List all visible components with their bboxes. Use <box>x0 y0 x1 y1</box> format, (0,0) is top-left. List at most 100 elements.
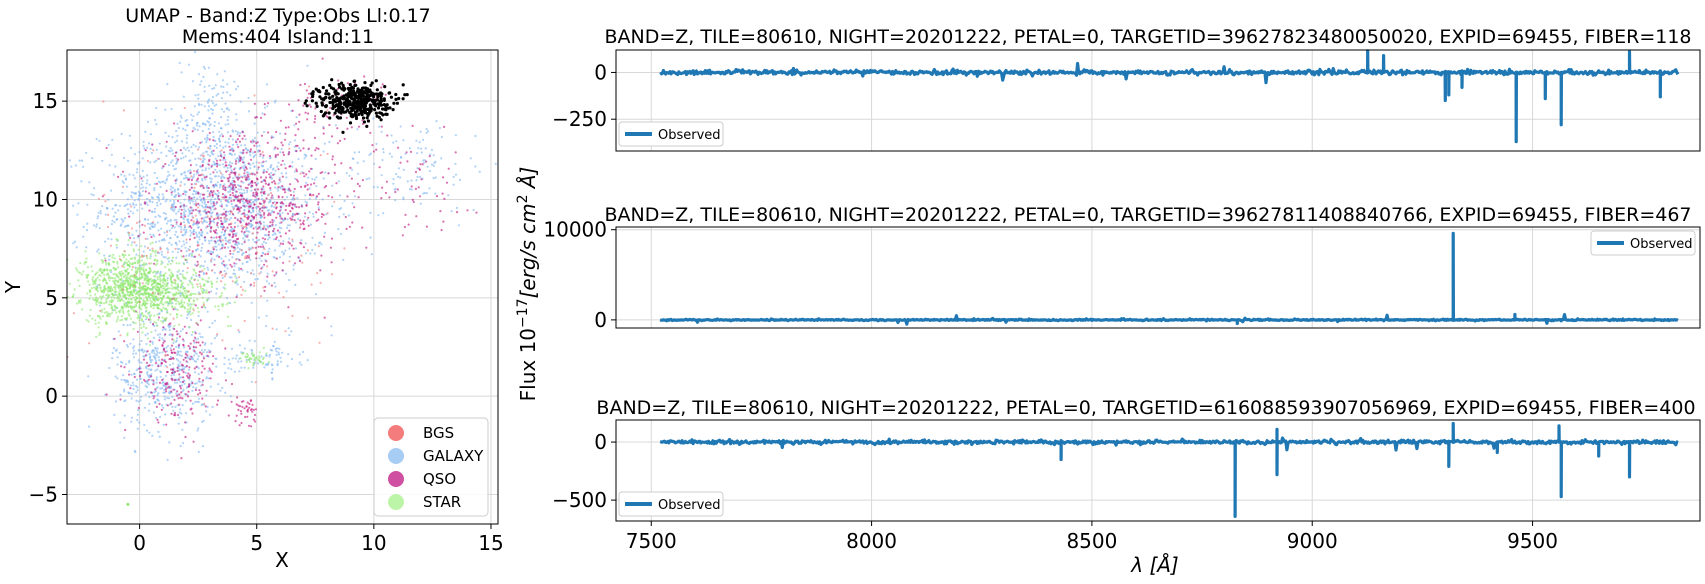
umap-point <box>177 344 181 347</box>
umap-point <box>194 214 197 217</box>
umap-point <box>170 275 173 278</box>
umap-point <box>211 152 214 155</box>
umap-point <box>264 176 268 179</box>
umap-point <box>237 250 240 254</box>
umap-point <box>258 351 261 354</box>
umap-point <box>139 314 142 317</box>
umap-point <box>188 374 192 377</box>
umap-point <box>196 113 199 116</box>
umap-point <box>299 241 302 244</box>
umap-point <box>139 266 143 269</box>
umap-point <box>223 356 226 359</box>
umap-point <box>211 205 214 208</box>
umap-point <box>177 126 180 130</box>
umap-point <box>433 161 436 164</box>
umap-point <box>172 388 175 391</box>
umap-point <box>220 303 223 306</box>
umap-point <box>233 187 236 190</box>
umap-point <box>143 406 146 409</box>
umap-point <box>244 176 247 179</box>
umap-point <box>152 411 156 414</box>
umap-point <box>143 349 146 352</box>
umap-point <box>184 353 187 356</box>
umap-point <box>169 313 172 316</box>
umap-point <box>203 85 206 88</box>
umap-point <box>177 187 180 190</box>
umap-point <box>270 371 273 374</box>
umap-point <box>157 251 160 254</box>
umap-point <box>215 162 219 165</box>
umap-point <box>105 281 108 285</box>
umap-point <box>269 212 272 215</box>
umap-point <box>171 149 174 152</box>
umap-point <box>330 237 334 240</box>
umap-point <box>217 305 220 308</box>
umap-point <box>263 224 266 227</box>
umap-point <box>142 186 145 189</box>
umap-point <box>170 344 174 347</box>
umap-point <box>213 87 216 90</box>
umap-point <box>214 157 217 160</box>
umap-point <box>223 283 227 286</box>
umap-point <box>259 207 262 210</box>
umap-point <box>177 300 180 303</box>
umap-point <box>230 400 233 403</box>
umap-point <box>195 233 198 236</box>
umap-point <box>207 370 210 373</box>
umap-point <box>86 203 89 206</box>
umap-point <box>248 248 251 251</box>
umap-point <box>168 300 171 303</box>
umap-point <box>161 274 164 277</box>
umap-point <box>184 128 187 132</box>
umap-point <box>277 186 280 189</box>
umap-point <box>188 298 191 301</box>
umap-point <box>94 273 97 276</box>
umap-point <box>159 415 162 419</box>
umap-point <box>258 144 261 147</box>
umap-point <box>285 172 288 175</box>
umap-point <box>116 315 120 318</box>
umap-point <box>279 235 282 238</box>
umap-point <box>251 352 254 355</box>
umap-point <box>201 397 204 400</box>
umap-point <box>430 148 433 151</box>
umap-point <box>154 215 157 218</box>
umap-point <box>434 176 437 179</box>
umap-point <box>269 198 272 201</box>
umap-point <box>77 202 80 205</box>
umap-point <box>276 147 279 150</box>
umap-point <box>195 163 198 167</box>
umap-point <box>198 377 201 380</box>
umap-point <box>170 107 173 111</box>
umap-point <box>106 273 109 276</box>
umap-point <box>137 314 140 317</box>
umap-point <box>124 399 127 402</box>
umap-point <box>292 268 295 271</box>
umap-point <box>106 268 109 271</box>
umap-point <box>166 230 169 234</box>
umap-point <box>200 287 203 290</box>
umap-point <box>250 357 253 360</box>
umap-point <box>280 217 283 220</box>
umap-point <box>228 239 231 242</box>
umap-point <box>185 141 188 144</box>
umap-point <box>113 290 116 293</box>
umap-point <box>241 194 244 197</box>
umap-point <box>224 371 227 374</box>
umap-point <box>361 179 364 182</box>
umap-point <box>186 134 189 137</box>
umap-point <box>180 208 183 211</box>
umap-point <box>184 174 187 177</box>
umap-point <box>378 125 381 128</box>
umap-point <box>139 270 142 273</box>
umap-point <box>179 396 182 399</box>
umap-point <box>166 396 169 399</box>
umap-point <box>369 152 372 155</box>
umap-point <box>126 287 129 290</box>
umap-point <box>235 262 238 265</box>
umap-point <box>241 227 244 230</box>
umap-point <box>177 378 180 381</box>
umap-point <box>177 225 180 228</box>
umap-point <box>291 161 294 164</box>
umap-point <box>205 279 208 282</box>
